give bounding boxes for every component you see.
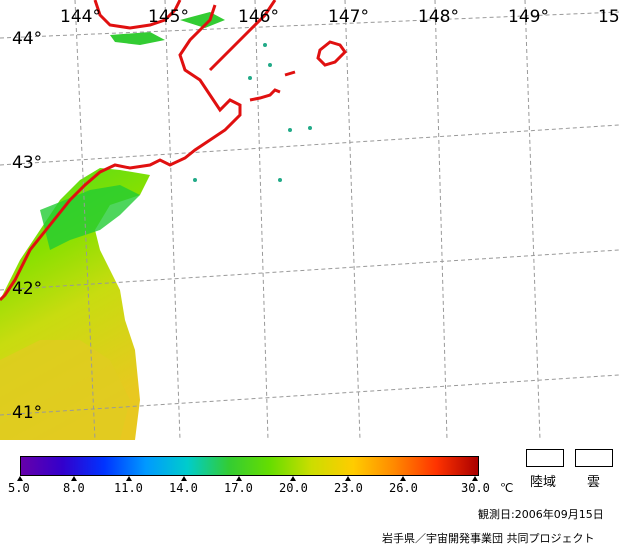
colorbar-tickmark xyxy=(290,476,296,481)
colorbar-tick-label: 26.0 xyxy=(389,481,418,495)
cloud-legend-swatch xyxy=(575,449,613,467)
colorbar-tickmark xyxy=(400,476,406,481)
colorbar-tick-label: 23.0 xyxy=(334,481,363,495)
lat-label: 44° xyxy=(12,29,42,49)
sst-speck xyxy=(248,76,252,80)
lon-label: 147° xyxy=(328,7,369,27)
sst-green-patch xyxy=(40,185,140,250)
colorbar-tick-label: 8.0 xyxy=(63,481,85,495)
sea-surface-temperature-map: 144° 145° 146° 147° 148° 149° 15 44° 43°… xyxy=(0,0,619,440)
sst-speck xyxy=(193,178,197,182)
sst-speck xyxy=(278,178,282,182)
graticule xyxy=(0,0,619,440)
colorbar-tick-label: 14.0 xyxy=(169,481,198,495)
cloud-legend-label: 雲 xyxy=(587,475,601,490)
lat-label: 43° xyxy=(12,153,42,173)
lat-label: 41° xyxy=(12,403,42,423)
project-credit: 岩手県／宇宙開発事業団 共同プロジェクト xyxy=(382,532,595,545)
lon-label: 144° xyxy=(60,7,101,27)
colorbar-tick-label: 20.0 xyxy=(279,481,308,495)
sst-speck xyxy=(263,43,267,47)
lon-label: 148° xyxy=(418,7,459,27)
observation-date: 観測日:2006年09月15日 xyxy=(478,508,604,521)
sst-warm-patch xyxy=(0,340,130,440)
land-legend-label: 陸域 xyxy=(530,475,557,490)
colorbar-tick-label: 5.0 xyxy=(8,481,30,495)
sst-top-patch-2 xyxy=(180,12,225,28)
coastline xyxy=(0,0,347,302)
land-legend-swatch xyxy=(526,449,564,467)
lon-label: 145° xyxy=(148,7,189,27)
sst-speck xyxy=(308,126,312,130)
lat-label: 42° xyxy=(12,279,42,299)
colorbar-tickmark xyxy=(345,476,351,481)
colorbar-tickmark xyxy=(126,476,132,481)
colorbar-tickmark xyxy=(17,476,23,481)
colorbar-tickmark xyxy=(472,476,478,481)
lon-label: 149° xyxy=(508,7,549,27)
temperature-colorbar xyxy=(20,456,479,476)
lon-label: 15 xyxy=(598,7,619,27)
lat-labels: 44° 43° 42° 41° xyxy=(12,29,42,423)
lon-label: 146° xyxy=(238,7,279,27)
sst-top-patch xyxy=(110,32,165,45)
sst-speck xyxy=(268,63,272,67)
colorbar-tick-label: 17.0 xyxy=(224,481,253,495)
colorbar-tick-label: 11.0 xyxy=(114,481,143,495)
colorbar-tickmark xyxy=(181,476,187,481)
colorbar-unit: ℃ xyxy=(500,481,514,495)
colorbar-tick-label: 30.0 xyxy=(461,481,490,495)
lon-labels: 144° 145° 146° 147° 148° 149° 15 xyxy=(60,7,619,27)
colorbar-tickmark xyxy=(236,476,242,481)
colorbar-tickmark xyxy=(71,476,77,481)
sst-speck xyxy=(288,128,292,132)
